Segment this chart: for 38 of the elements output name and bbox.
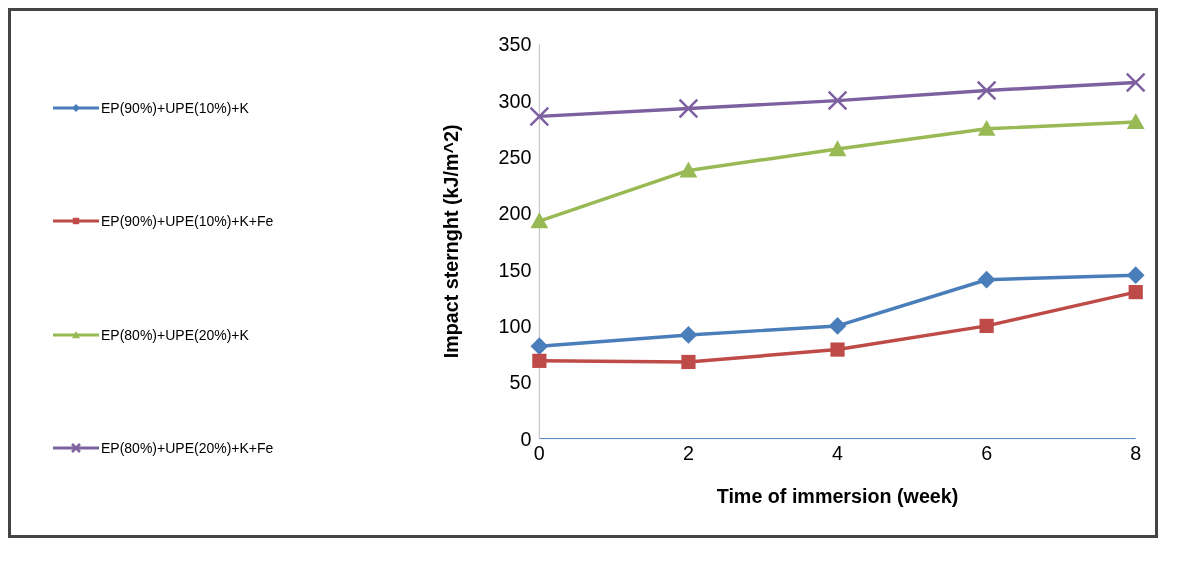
point xyxy=(828,317,846,335)
point xyxy=(1126,266,1145,285)
y-axis-title: Impact sternght (kJ/m^2) xyxy=(439,124,462,359)
y-tick-label: 200 xyxy=(498,202,532,225)
point xyxy=(677,98,699,119)
point xyxy=(830,342,845,357)
point xyxy=(977,119,996,136)
point xyxy=(530,212,548,229)
x-axis-title: Time of immersion (week) xyxy=(716,484,958,507)
point xyxy=(531,353,547,368)
point xyxy=(979,318,994,334)
point xyxy=(827,90,848,111)
y-tick-label: 350 xyxy=(498,33,532,56)
legend-label: EP(80%)+UPE(20%)+K+Fe xyxy=(101,440,274,457)
legend-label: EP(80%)+UPE(20%)+K xyxy=(101,326,249,343)
point xyxy=(679,161,697,178)
y-tick-label: 250 xyxy=(498,145,532,168)
x-tick-label: 8 xyxy=(1129,442,1141,465)
point xyxy=(976,80,997,101)
point xyxy=(680,354,696,370)
point xyxy=(828,140,846,157)
point xyxy=(530,337,548,356)
y-tick-label: 50 xyxy=(509,371,532,394)
point xyxy=(1126,113,1145,130)
x-tick-label: 6 xyxy=(980,442,992,465)
point xyxy=(679,326,697,344)
y-tick-label: 150 xyxy=(498,258,532,281)
point xyxy=(977,270,996,289)
point xyxy=(1125,72,1146,93)
y-tick-label: 300 xyxy=(498,89,532,112)
point xyxy=(1128,285,1143,300)
y-tick-label: 0 xyxy=(520,427,532,450)
legend-label: EP(90%)+UPE(10%)+K xyxy=(101,99,249,116)
point xyxy=(528,106,550,127)
x-tick-label: 4 xyxy=(831,442,843,465)
legend-label: EP(90%)+UPE(10%)+K+Fe xyxy=(101,213,274,230)
y-tick-label: 100 xyxy=(498,314,532,337)
x-tick-label: 2 xyxy=(682,442,694,465)
